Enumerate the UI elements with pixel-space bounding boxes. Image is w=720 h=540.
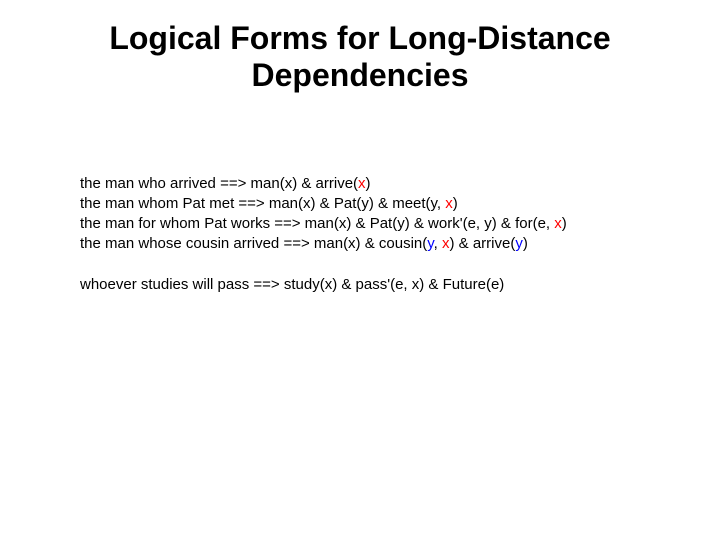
text: ) — [453, 195, 458, 212]
example-line-2: the man whom Pat met ==> man(x) & Pat(y)… — [80, 194, 660, 214]
example-line-3: the man for whom Pat works ==> man(x) & … — [80, 214, 660, 234]
text: the man for whom Pat works ==> man(x) & … — [80, 215, 554, 232]
text: , — [434, 235, 442, 252]
slide: Logical Forms for Long-Distance Dependen… — [0, 0, 720, 540]
gap-var-x: x — [358, 175, 366, 192]
text: ) — [523, 235, 528, 252]
title-line-2: Dependencies — [252, 57, 469, 93]
example-line-1: the man who arrived ==> man(x) & arrive(… — [80, 174, 660, 194]
gap-var-y: y — [515, 235, 523, 252]
spacer — [80, 255, 660, 275]
example-line-4: the man whose cousin arrived ==> man(x) … — [80, 234, 660, 254]
title-line-1: Logical Forms for Long-Distance — [109, 20, 610, 56]
text: the man whom Pat met ==> man(x) & Pat(y)… — [80, 195, 445, 212]
text: ) — [562, 215, 567, 232]
text: ) — [366, 175, 371, 192]
slide-title: Logical Forms for Long-Distance Dependen… — [60, 20, 660, 94]
gap-var-x: x — [554, 215, 562, 232]
example-line-5: whoever studies will pass ==> study(x) &… — [80, 275, 660, 295]
gap-var-x: x — [445, 195, 453, 212]
text: the man whose cousin arrived ==> man(x) … — [80, 235, 427, 252]
slide-body: the man who arrived ==> man(x) & arrive(… — [60, 174, 660, 295]
text: the man who arrived ==> man(x) & arrive( — [80, 175, 358, 192]
text: ) & arrive( — [449, 235, 515, 252]
